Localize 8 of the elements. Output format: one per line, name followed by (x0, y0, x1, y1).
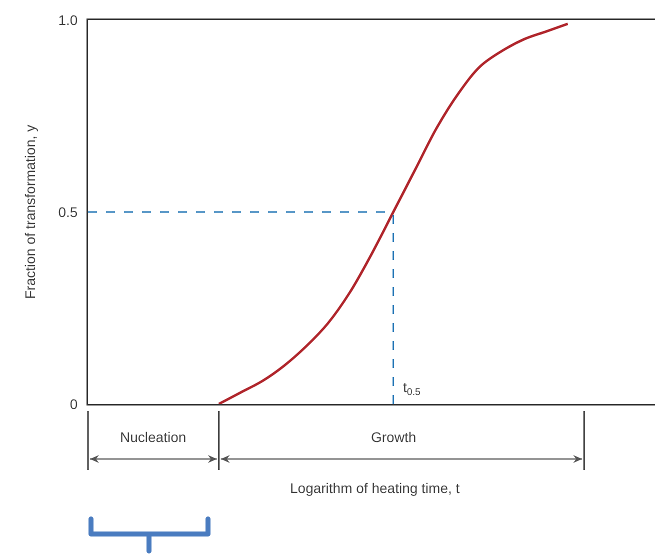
y-tick-label: 0.5 (58, 204, 78, 220)
text: Nucleation (120, 429, 186, 445)
annotation: t$_{0.5}$ (403, 379, 422, 398)
y-axis-title: Fraction of transformation, y (22, 124, 38, 299)
y-tick-label: 0 (70, 396, 78, 412)
y-tick-label: 1.0 (58, 12, 78, 28)
text: Growth (371, 429, 416, 445)
x-axis-title: Logarithm of heating time, t (290, 480, 460, 496)
